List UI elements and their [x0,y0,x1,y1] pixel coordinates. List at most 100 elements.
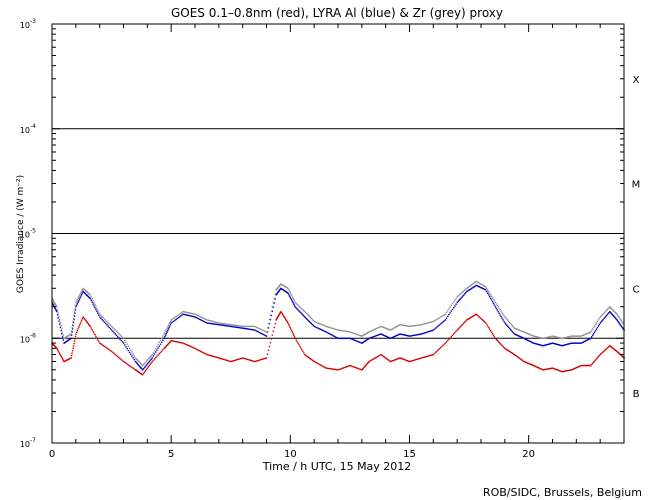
data-point [84,319,86,321]
data-point [168,323,170,325]
data-point [275,319,277,321]
data-point [386,335,388,338]
data-point [448,313,450,316]
data-point [56,314,59,316]
data-point [98,340,100,343]
data-point [494,301,497,304]
data-point [587,332,589,334]
data-point [402,333,404,336]
y-tick-label: 10-4 [20,123,36,135]
data-point [437,349,439,351]
data-point [471,283,474,285]
data-point [245,358,248,360]
data-point [439,347,442,349]
data-point [304,353,306,356]
data-point [232,324,234,326]
data-point [277,315,280,317]
data-point [461,324,463,326]
data-point [326,367,329,369]
data-point [52,300,55,302]
data-point [404,324,406,327]
data-point [212,323,214,325]
data-point [183,311,186,313]
data-point [156,355,158,358]
data-point [552,367,555,370]
data-point [318,327,320,330]
data-point [505,348,507,350]
data-point [262,333,264,336]
data-point [321,365,324,367]
data-point [83,291,85,293]
data-point [310,322,313,325]
data-point [258,359,261,361]
data-point [84,292,86,295]
data-point [77,297,79,299]
data-point [239,327,242,329]
data-point [227,323,230,326]
data-point [209,322,212,325]
data-point [456,295,458,298]
data-point [231,325,233,328]
data-point [132,353,134,355]
data-point [385,335,387,337]
data-point [268,345,271,348]
data-point [520,358,522,361]
data-point [597,356,600,358]
data-point [119,338,121,340]
data-point [200,316,202,318]
data-point [156,349,158,351]
data-point [257,359,259,362]
data-point [350,338,352,340]
data-point [422,323,424,326]
data-point [177,314,180,316]
data-point [246,325,249,328]
data-point [410,360,412,362]
data-point [147,362,150,364]
data-point [459,326,461,328]
data-point [603,317,605,320]
data-point [218,357,220,359]
data-point [161,350,163,352]
data-point [569,342,571,345]
data-point [469,316,472,319]
data-point [293,300,296,302]
data-point [131,366,133,369]
data-point [231,360,233,362]
data-point [529,363,532,366]
data-point [308,357,311,359]
data-point [205,321,207,324]
data-point [166,326,169,328]
data-point [73,318,75,321]
data-point [573,342,576,344]
data-point [536,336,539,338]
data-point [169,320,172,323]
data-point [497,310,499,313]
data-point [375,356,377,359]
data-point [408,335,411,337]
data-point [437,317,439,320]
data-point [560,344,562,347]
data-point [597,325,600,327]
data-point [214,356,217,358]
data-point [555,336,558,338]
data-point [407,360,410,362]
data-point [110,329,113,331]
data-point [292,297,294,299]
data-point [529,363,531,365]
data-point [213,321,215,323]
data-point [616,313,618,315]
data-point [558,369,560,372]
data-point [513,333,516,335]
data-point [361,368,364,370]
data-point [240,327,243,329]
data-point [607,313,609,315]
data-point [588,332,590,334]
data-point [336,328,338,331]
data-point [395,358,397,361]
data-point [357,334,360,336]
data-point [477,285,479,288]
data-point [89,325,91,328]
data-point [302,309,304,311]
data-point [234,326,237,328]
data-point [393,335,396,338]
